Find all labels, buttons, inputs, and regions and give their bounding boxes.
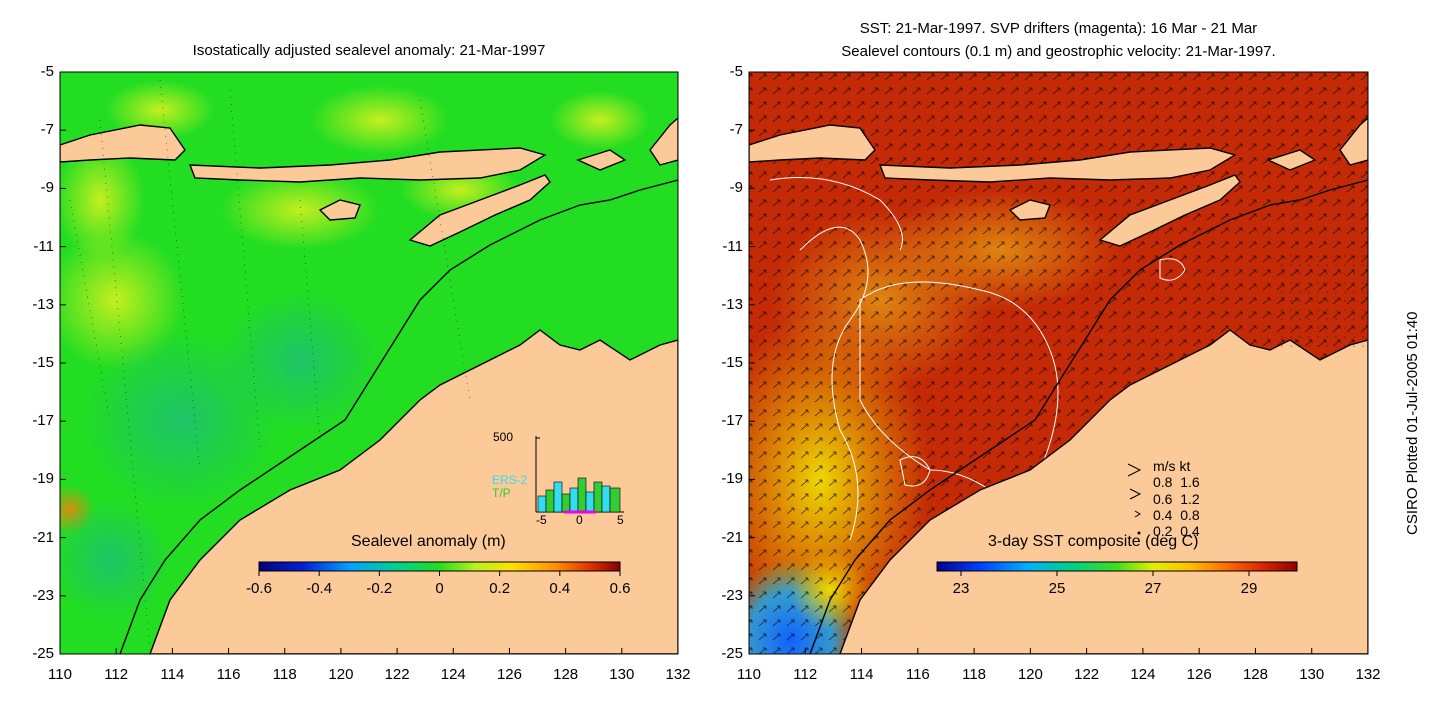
right-map-title-line1: SST: 21-Mar-1997. SVP drifters (magenta)… [859,20,1258,37]
colorbar-tick-label: -0.2 [366,580,393,597]
left-map-title: Isostatically adjusted sealevel anomaly:… [192,42,546,59]
y-tick-label: -5 [729,63,743,80]
x-tick-label: 128 [553,666,579,683]
y-tick-label: -19 [32,470,54,488]
x-tick-label: 126 [1186,666,1212,683]
velocity-key-arrows [1127,463,1142,535]
x-tick-label: 130 [1299,666,1325,683]
y-tick-label: -9 [729,179,743,197]
x-tick-label: 116 [905,666,930,683]
x-tick-label: 114 [849,666,874,683]
velocity-key-row: 0.4 0.8 [1153,507,1200,523]
y-tick-label: -5 [40,63,54,80]
y-tick-label: -13 [32,295,54,313]
x-tick-label: 114 [160,666,185,683]
y-tick-label: -21 [32,528,54,546]
colorbar-tick-label: -0.6 [246,580,272,597]
histogram-ymax: 500 [493,430,514,444]
y-tick-label: -25 [721,645,743,662]
colorbar-tick-label: 0.6 [609,580,631,597]
sst-map [749,72,1368,654]
velocity-key-ms: 0.4 [1153,507,1173,523]
y-tick-label: -23 [32,586,54,604]
x-tick-label: 112 [104,666,129,683]
histogram-legend-tp: T/P [492,486,511,500]
colorbar-tick-label: 0.2 [489,580,511,597]
velocity-key-kt: 0.8 [1180,507,1200,523]
y-tick-label: -13 [721,295,743,313]
right-map-title-line2: Sealevel contours (0.1 m) and geostrophi… [841,43,1276,60]
colorbar-tick-label: 0.4 [549,580,571,597]
velocity-key-ms: 0.6 [1153,491,1173,507]
x-tick-label: 122 [1074,666,1100,683]
x-tick-label: 124 [440,666,466,683]
x-tick-label: 118 [272,666,297,683]
x-tick-label: 126 [496,666,522,683]
colorbar-tick-label: 27 [1144,580,1162,597]
velocity-key-kt: 1.6 [1180,474,1200,490]
colorbar-tick-label: 0 [435,580,444,597]
x-tick-label: 124 [1130,666,1156,683]
y-tick-label: -7 [40,121,54,139]
plot-credit: CSIRO Plotted 01-Jul-2005 01:40 [1404,311,1421,535]
sla-colorbar-label: Sealevel anomaly (m) [351,533,506,550]
histogram-xtick: -5 [536,513,547,527]
x-tick-label: 112 [793,666,818,683]
y-tick-label: -19 [721,470,743,488]
velocity-key-ms: 0.8 [1153,474,1173,490]
velocity-key-row: 0.6 1.2 [1153,491,1200,507]
y-tick-label: -17 [721,412,743,430]
x-tick-label: 120 [328,666,354,683]
histogram-legend-ers2: ERS-2 [492,473,528,487]
colorbar-tick-label: 25 [1048,580,1066,597]
colorbar-tick-label: 29 [1240,580,1258,597]
x-tick-label: 130 [609,666,635,683]
velocity-key-row: 0.8 1.6 [1153,474,1200,490]
y-tick-label: -23 [721,586,743,604]
y-tick-label: -15 [721,354,743,371]
x-tick-label: 128 [1242,666,1268,683]
velocity-key-kt: 1.2 [1180,491,1200,507]
y-tick-label: -17 [32,412,54,430]
colorbar-tick-label: 23 [952,580,970,597]
velocity-key-row: 0.2 0.4 [1153,523,1200,539]
x-tick-label: 110 [48,666,72,683]
velocity-key-kt: 0.4 [1180,523,1200,539]
y-tick-label: -25 [32,645,54,662]
x-tick-label: 116 [216,666,241,683]
x-tick-label: 118 [962,666,987,683]
y-tick-label: -7 [729,121,743,139]
sla-colorbar [258,561,621,572]
y-tick-label: -11 [722,237,743,255]
x-tick-label: 122 [384,666,410,683]
y-tick-label: -11 [33,237,54,255]
x-tick-label: 132 [1355,666,1381,683]
x-tick-label: 132 [665,666,691,683]
sst-colorbar-label: 3-day SST composite (deg C) [988,533,1199,550]
histogram-xtick: 5 [617,513,624,527]
colorbar-tick-label: -0.4 [306,580,333,597]
y-tick-label: -9 [40,179,54,197]
histogram-xtick: 0 [576,513,583,527]
x-tick-label: 110 [737,666,761,683]
x-tick-label: 120 [1017,666,1043,683]
track-histogram [535,436,624,514]
velocity-key-ms: 0.2 [1153,523,1173,539]
y-tick-label: -21 [721,528,743,546]
velocity-key-header: m/s kt [1153,458,1191,474]
sla-map [60,72,678,654]
y-tick-label: -15 [32,354,54,371]
axis-tick-marks [59,71,1369,655]
sst-colorbar [936,561,1298,572]
